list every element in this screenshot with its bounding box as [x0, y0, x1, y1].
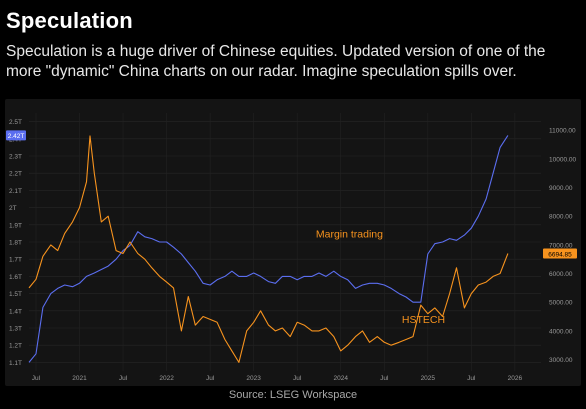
left-axis-tick-label: 1.8T [9, 240, 22, 247]
series-line-hstech [28, 135, 509, 363]
last-value-label-hstech: 2.42T [8, 133, 25, 140]
right-axis-tick-label: 4000.00 [549, 328, 573, 335]
left-axis-tick-label: 1.1T [9, 360, 22, 367]
right-axis-tick-label: 9000.00 [549, 185, 573, 192]
left-axis-tick-label: 1.4T [9, 308, 22, 315]
right-axis-tick-label: 6000.00 [549, 271, 573, 278]
left-axis-tick-label: 2.1T [9, 188, 22, 195]
x-axis-tick-label: Jul [380, 375, 389, 382]
right-axis-tick-label: 7000.00 [549, 242, 573, 249]
x-axis-tick-label: 2025 [421, 375, 436, 382]
right-axis-tick-label: 3000.00 [549, 357, 573, 364]
series-layer [28, 135, 509, 363]
series-line-margin-trading [28, 135, 509, 363]
right-axis-tick-label: 5000.00 [549, 300, 573, 307]
left-axis-tick-label: 2.5T [9, 119, 22, 126]
x-axis-tick-label: 2021 [72, 375, 87, 382]
annotation-layer: Margin trading HSTECH [316, 229, 445, 326]
right-axis-tick-label: 11000.00 [549, 128, 576, 135]
left-axis-tick-label: 1.3T [9, 326, 22, 333]
chart-panel: 1.1T 1.2T 1.3T 1.4T 1.5T 1.6T 1.7T 1.8T 1.9T 2T 2.… [5, 99, 581, 386]
left-axis-ticks: 1.1T 1.2T 1.3T 1.4T 1.5T 1.6T 1.7T 1.8T 1.9T 2T 2.… [9, 119, 22, 367]
x-axis-tick-label: 2022 [159, 375, 174, 382]
source-note: Source: LSEG Workspace [228, 389, 358, 401]
left-axis-tick-label: 2T [9, 205, 17, 212]
last-value-badge-hstech [6, 130, 26, 141]
x-axis-tick-label: 2023 [246, 375, 261, 382]
left-axis-tick-label: 1.7T [9, 257, 22, 264]
page-subtitle: Speculation is a huge driver of Chinese … [6, 43, 546, 80]
left-axis-tick-label: 1.6T [9, 274, 22, 281]
grid-lines [29, 113, 541, 371]
left-axis-tick-label: 1.5T [9, 291, 22, 298]
last-value-label-margin: 6694.85 [548, 251, 572, 258]
left-axis-tick-label: 2.3T [9, 154, 22, 161]
x-axis-tick-label: Jul [206, 375, 215, 382]
x-axis-tick-label: 2026 [508, 375, 523, 382]
chart-svg: 1.1T1.2T1.3T1.4T1.5T1.6T1.7T1.8T1.9T2T2.… [6, 113, 577, 382]
page-title: Speculation [6, 8, 133, 33]
left-axis-tick-label: 1.9T [9, 222, 22, 229]
x-axis-tick-label: Jul [293, 375, 302, 382]
right-axis-ticks: 3000.00 4000.00 5000.00 6000.00 7000.00 8000.… [549, 128, 576, 364]
x-axis-tick-label: Jul [32, 375, 41, 382]
badge-layer: 2.42T 6694.85 [6, 130, 577, 259]
x-axis-tick-label: Jul [467, 375, 476, 382]
left-axis-tick-label: 1.2T [9, 343, 22, 350]
x-axis-tick-label: 2024 [333, 375, 348, 382]
annotation-label: Margin trading [316, 229, 383, 241]
annotation-label: HSTECH [402, 314, 445, 326]
left-axis-tick-label: 2.2T [9, 171, 22, 178]
last-value-badge-margin [543, 248, 577, 259]
right-axis-tick-label: 10000.00 [549, 156, 576, 163]
right-axis-tick-label: 8000.00 [549, 214, 573, 221]
x-axis-tick-label: Jul [119, 375, 128, 382]
x-axis-ticks: Jul 2021 Jul 2022 Jul 2023 Jul 2024 Jul 2025 Jul 20… [32, 375, 523, 382]
